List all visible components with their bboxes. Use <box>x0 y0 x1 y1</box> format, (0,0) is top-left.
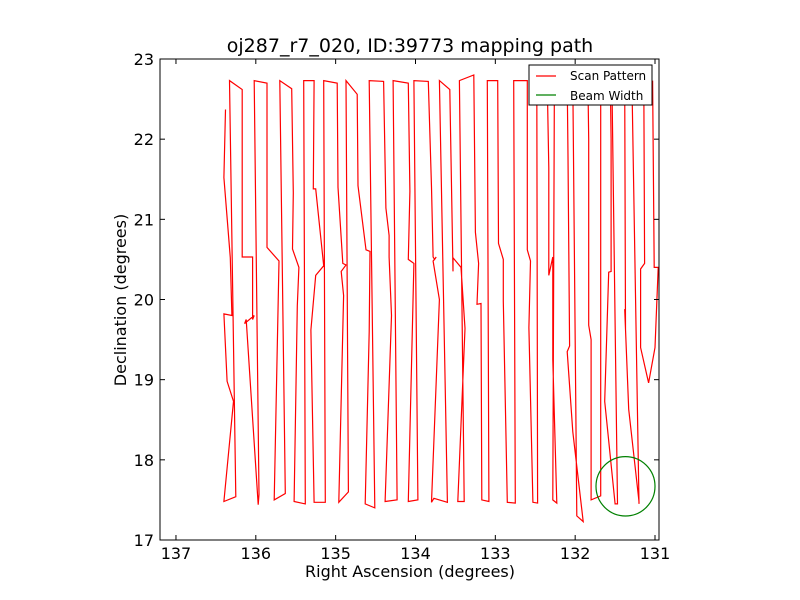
series-layer <box>223 74 659 524</box>
beam-width-circle <box>595 455 656 517</box>
scan-pattern-line <box>223 74 659 524</box>
x-tick-label: 133 <box>480 544 511 563</box>
x-tick-label: 135 <box>320 544 351 563</box>
x-tick-label: 132 <box>560 544 591 563</box>
y-tick-label: 23 <box>134 50 154 69</box>
y-axis-label: Declination (degrees) <box>111 214 130 386</box>
x-tick-label: 131 <box>640 544 671 563</box>
x-tick-label: 137 <box>161 544 192 563</box>
y-tick-label: 21 <box>134 210 154 229</box>
y-tick-label: 18 <box>134 451 154 470</box>
x-axis-label: Right Ascension (degrees) <box>305 562 515 581</box>
chart-title: oj287_r7_020, ID:39773 mapping path <box>227 35 593 57</box>
y-tick-label: 20 <box>134 291 154 310</box>
legend-box <box>528 64 653 106</box>
y-tick-label: 17 <box>134 531 154 550</box>
y-tick-label: 22 <box>134 130 154 149</box>
y-tick-label: 19 <box>134 371 154 390</box>
ticks-layer: 137 136 135 134 133 132 131 17 18 19 20 21 22 23 <box>134 50 671 563</box>
legend-label-beam: Beam Width <box>570 89 643 103</box>
legend: Scan Pattern Beam Width <box>528 64 653 106</box>
legend-label-scan: Scan Pattern <box>570 69 646 83</box>
x-tick-label: 136 <box>241 544 272 563</box>
x-tick-label: 134 <box>400 544 431 563</box>
